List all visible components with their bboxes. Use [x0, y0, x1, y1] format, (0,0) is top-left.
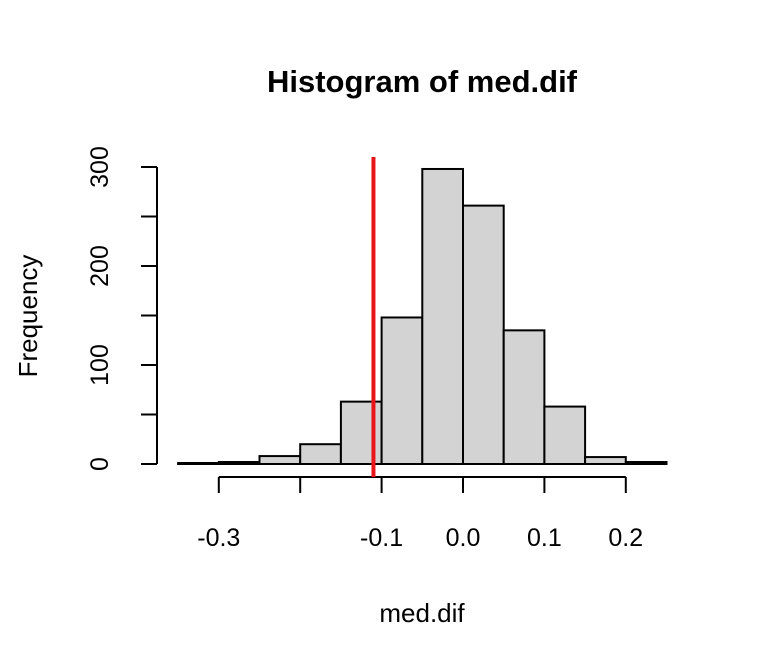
- histogram-bars: [177, 167, 668, 466]
- histogram-bar-6: [421, 167, 464, 465]
- histogram-bar-5: [380, 316, 424, 466]
- y-tick-label: 0: [86, 457, 114, 471]
- histogram-bar-4: [339, 400, 383, 466]
- y-axis-label: Frequency: [13, 255, 43, 378]
- x-tick-label: 0.2: [608, 524, 643, 552]
- x-axis-label: med.dif: [379, 598, 465, 628]
- x-tick-label: -0.3: [197, 524, 240, 552]
- histogram-bar-9: [543, 405, 587, 465]
- y-tick-label: 300: [86, 146, 114, 188]
- histogram-bar-3: [299, 443, 342, 466]
- x-tick-label: 0.1: [527, 524, 562, 552]
- y-tick-label: 100: [86, 344, 114, 386]
- y-tick-label: 200: [86, 245, 114, 287]
- x-axis: -0.3 -0.1 0.0 0.1 0.2: [197, 476, 643, 552]
- histogram-bar-2: [258, 455, 302, 465]
- y-axis: 0 100 200 300: [86, 146, 158, 471]
- histogram-bar-7: [462, 204, 505, 466]
- histogram-bar-11: [624, 461, 668, 465]
- histogram-bar-0: [177, 462, 220, 466]
- histogram-bar-1: [217, 461, 261, 465]
- chart-title: Histogram of med.dif: [267, 64, 578, 99]
- histogram-bar-8: [502, 329, 546, 465]
- x-tick-label: 0.0: [446, 524, 481, 552]
- histogram-bar-10: [584, 456, 627, 466]
- x-tick-label: -0.1: [360, 524, 403, 552]
